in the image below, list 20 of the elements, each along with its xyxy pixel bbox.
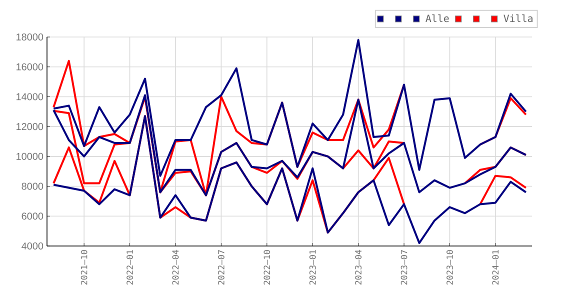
legend-label: Villa — [504, 14, 532, 22]
x-tick-label: 2022–07 — [218, 250, 224, 285]
y-tick-label: 6000 — [22, 212, 44, 220]
y-tick-label: 18000 — [16, 33, 44, 41]
y-tick-label: 8000 — [22, 182, 44, 190]
y-tick-label: 12000 — [16, 123, 44, 130]
y-tick-label: 4000 — [22, 242, 44, 250]
y-tick-label: 16000 — [16, 63, 44, 70]
x-tick-label: 2022–10 — [264, 250, 270, 285]
legend-label: Alle — [426, 14, 449, 22]
x-tick-label: 2023–01 — [309, 250, 316, 285]
x-tick-label: 2023–04 — [355, 250, 362, 285]
x-tick-label: 2022–04 — [172, 250, 179, 285]
x-tick-label: 2022–01 — [126, 250, 133, 285]
x-tick-label: 2024–01 — [492, 250, 499, 285]
y-tick-label: 10000 — [16, 152, 44, 160]
y-tick-label: 14000 — [16, 93, 44, 100]
x-tick-label: 2023–07 — [400, 250, 408, 285]
x-tick-label: 2021–10 — [80, 250, 88, 285]
x-tick-label: 2023–10 — [446, 250, 453, 285]
